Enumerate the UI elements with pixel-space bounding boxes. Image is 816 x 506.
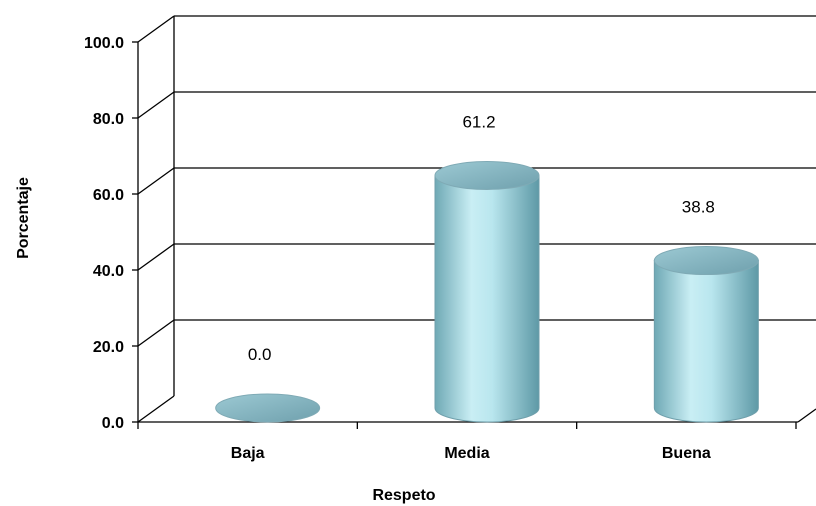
bar-baja: [215, 393, 321, 423]
bar-buena: [653, 246, 759, 423]
y-tick-label: 100.0: [84, 35, 124, 52]
bar-body: [653, 260, 759, 423]
grid-line-diagonal: [137, 15, 175, 43]
bars: [215, 160, 759, 423]
x-tick-label: Baja: [231, 445, 265, 462]
grid-line-diagonal: [137, 319, 175, 347]
bar-top: [653, 246, 759, 276]
x-axis-label: Respeto: [372, 487, 435, 504]
grid-line-diagonal: [137, 243, 175, 271]
bar-top: [434, 160, 540, 190]
axes: 0.0 20.0 40.0 60.0 80.0 100.0 Baja Media Buena: [84, 16, 816, 462]
x-tick-label: Media: [444, 445, 489, 462]
y-tick-label: 0.0: [102, 415, 124, 432]
data-label: 61.2: [462, 112, 495, 131]
y-tick-label: 20.0: [93, 339, 124, 356]
x-tick-label: Buena: [662, 445, 711, 462]
y-tick-label: 60.0: [93, 187, 124, 204]
y-tick-label: 40.0: [93, 263, 124, 280]
y-axis-label: Porcentaje: [15, 177, 32, 259]
grid-line-diagonal: [137, 395, 175, 423]
y-tick-label: 80.0: [93, 111, 124, 128]
bar-body: [434, 174, 540, 423]
data-label: 0.0: [248, 345, 272, 364]
bar-top: [215, 393, 321, 423]
grid-line-diagonal: [137, 91, 175, 119]
data-label: 38.8: [682, 198, 715, 217]
bar-media: [434, 160, 540, 423]
floor-edge: [797, 408, 816, 423]
grid-line-diagonal: [137, 167, 175, 195]
data-labels: 0.0 61.2 38.8: [248, 112, 715, 364]
